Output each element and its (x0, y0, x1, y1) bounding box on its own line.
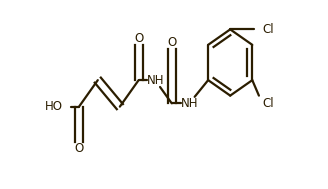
Text: HO: HO (45, 100, 62, 113)
Text: NH: NH (146, 74, 164, 87)
Text: Cl: Cl (262, 23, 274, 36)
Text: NH: NH (181, 97, 198, 110)
Text: O: O (167, 36, 176, 49)
Text: O: O (134, 32, 143, 45)
Text: O: O (74, 142, 84, 155)
Text: Cl: Cl (262, 97, 274, 110)
